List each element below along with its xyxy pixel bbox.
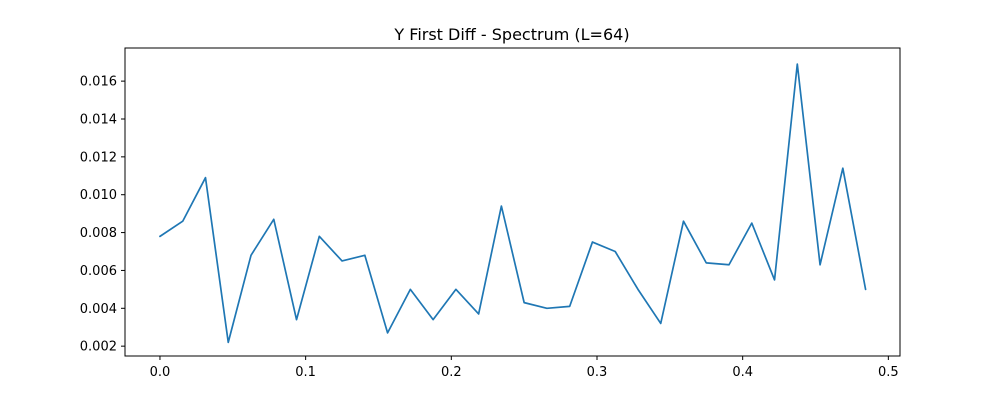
x-tick-label: 0.5 [878,365,899,380]
y-tick-label: 0.010 [80,188,117,203]
series-layer [159,63,867,344]
y-tick-label: 0.016 [80,75,117,90]
x-tick-label: 0.2 [441,365,462,380]
chart-title: Y First Diff - Spectrum (L=64) [393,25,629,44]
x-axis: 0.0 0.1 0.2 0.3 0.4 0.5 [150,356,899,380]
x-tick-label: 0.4 [732,365,753,380]
axes-frame [124,47,901,357]
y-tick-label: 0.002 [80,340,117,355]
y-axis: 0.002 0.004 0.006 0.008 0.010 0.012 0.014 0.016 [80,75,125,355]
y-tick-label: 0.012 [80,150,117,165]
x-tick-label: 0.0 [150,365,171,380]
y-tick-label: 0.006 [80,264,117,279]
y-tick-label: 0.004 [80,302,117,317]
y-tick-label: 0.014 [80,112,117,127]
x-tick-label: 0.3 [587,365,608,380]
x-tick-label: 0.1 [295,365,316,380]
y-tick-label: 0.008 [80,226,117,241]
series-line [159,63,867,344]
